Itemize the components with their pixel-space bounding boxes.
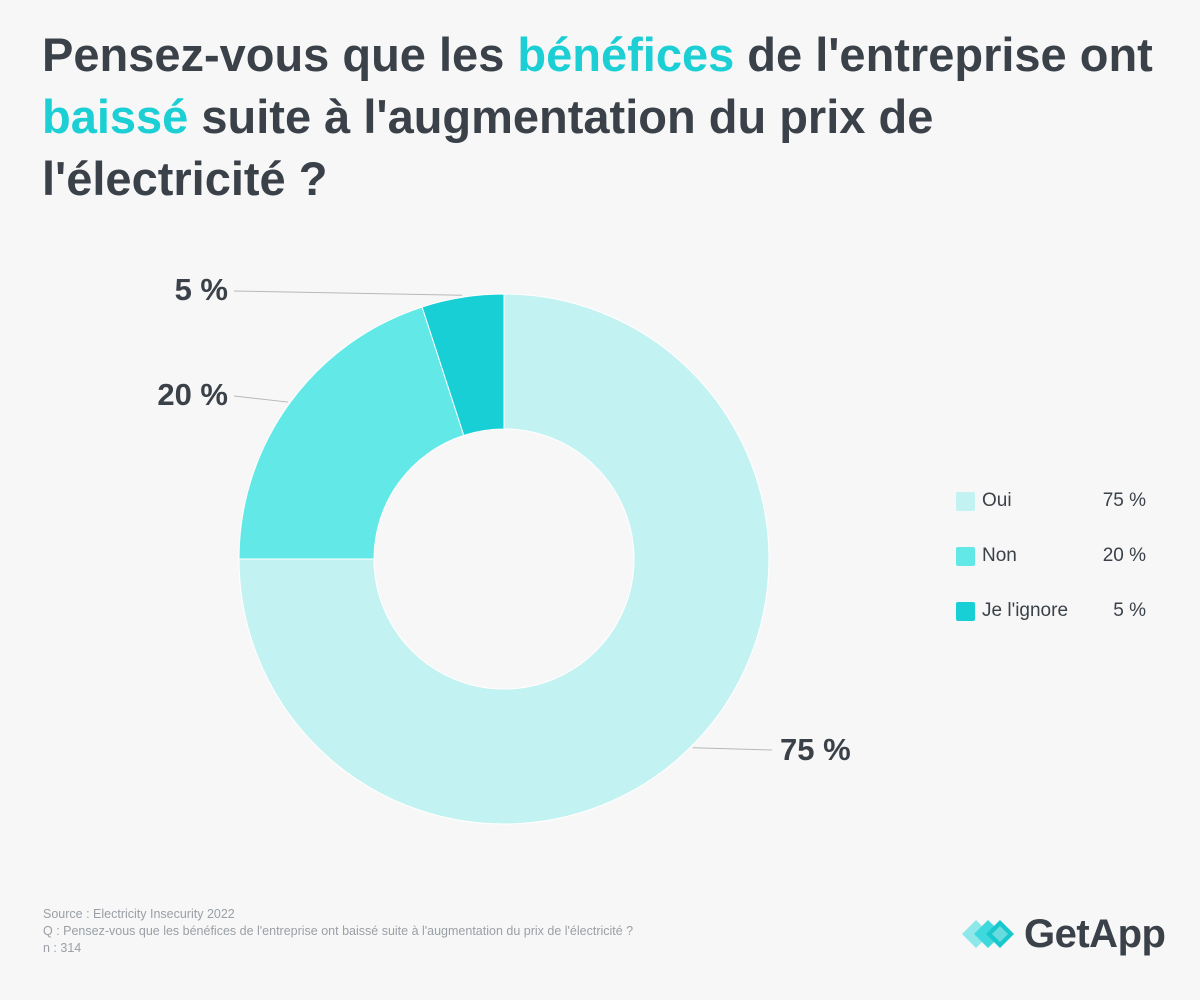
- leader-line-non: [233, 395, 289, 403]
- legend-item-je-lignore: Je l'ignore 5 %: [956, 596, 1146, 626]
- chart-title: Pensez-vous que les bénéfices de l'entre…: [42, 24, 1162, 210]
- data-label-oui: 75 %: [780, 732, 851, 767]
- getapp-logo: GetApp: [962, 910, 1166, 958]
- footer-question: Q : Pensez-vous que les bénéfices de l'e…: [43, 924, 634, 938]
- footer-source: Source : Electricity Insecurity 2022: [43, 907, 235, 921]
- data-label-non: 20 %: [157, 377, 228, 412]
- donut-slice-je-l-ignore: [421, 293, 505, 436]
- legend-value-je-lignore: 5 %: [1113, 600, 1146, 621]
- legend-swatch-je-lignore: [956, 601, 975, 621]
- donut-slice-oui: [238, 293, 770, 825]
- legend-label-je-lignore: Je l'ignore: [982, 600, 1069, 621]
- leader-line-je-l-ignore: [233, 290, 463, 296]
- legend-label-oui: Oui: [982, 490, 1012, 511]
- title-part-2: de l'entreprise ont: [734, 28, 1153, 81]
- title-part-3: suite à l'augmentation du prix de l'élec…: [42, 90, 934, 205]
- chart-footer: Source : Electricity Insecurity 2022 Q :…: [43, 906, 633, 957]
- title-highlight-baisse: baissé: [42, 90, 189, 143]
- footer-sample-size: n : 314: [43, 941, 82, 955]
- title-part-1: Pensez-vous que les: [42, 28, 518, 81]
- getapp-logo-icon: [962, 920, 1014, 948]
- legend-value-non: 20 %: [1102, 545, 1146, 566]
- legend-label-non: Non: [982, 545, 1017, 566]
- data-label-je-l-ignore: 5 %: [175, 272, 228, 307]
- legend-item-oui: Oui 75 %: [956, 486, 1146, 516]
- legend-swatch-oui: [956, 491, 975, 511]
- donut-slice-non: [238, 306, 465, 560]
- leader-line-oui: [692, 747, 773, 751]
- legend-value-oui: 75 %: [1102, 490, 1146, 511]
- logo-text: GetApp: [1024, 911, 1166, 956]
- chart-legend: Oui 75 % Non 20 % Je l'ignore 5 %: [956, 486, 1146, 651]
- legend-item-non: Non 20 %: [956, 541, 1146, 571]
- legend-swatch-non: [956, 546, 975, 566]
- title-highlight-benefices: bénéfices: [517, 28, 735, 81]
